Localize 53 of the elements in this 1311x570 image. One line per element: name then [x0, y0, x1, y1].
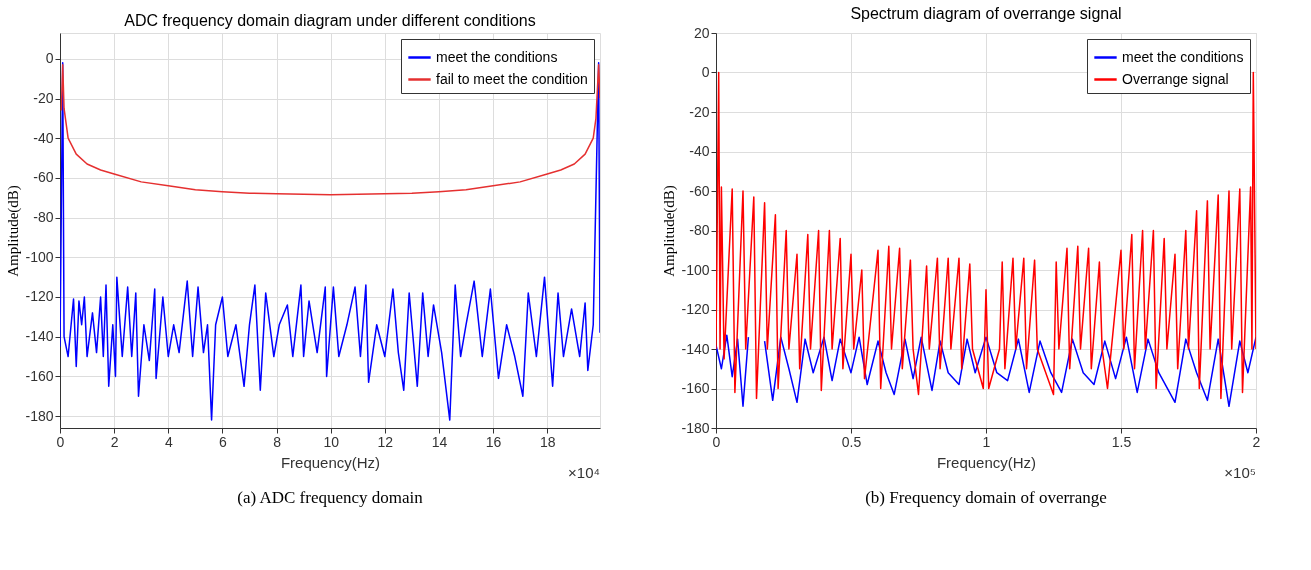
y-tick-label: -120	[25, 288, 54, 305]
text: (b) Frequency domain of overrange	[865, 488, 1107, 507]
y-tick-label: -40	[33, 129, 54, 146]
x-tick-label: 12	[377, 433, 394, 450]
legend-label: Overrange signal	[1122, 70, 1229, 87]
chart-title: ADC frequency domain diagram under different conditions	[124, 12, 536, 29]
line-series	[60, 62, 600, 421]
y-tick-label: -20	[33, 90, 54, 106]
x-tick-label: 0	[56, 433, 65, 450]
line-series	[716, 71, 1256, 400]
y-tick-label: -20	[689, 103, 710, 120]
x-tick-label: 16	[485, 433, 502, 450]
y-tick-label: 0	[45, 50, 54, 67]
legend-label: fail to meet the condition	[436, 70, 588, 87]
y-tick-label: -80	[33, 209, 54, 226]
text: ×10⁴	[568, 464, 600, 481]
text: ×10⁵	[1224, 464, 1256, 481]
x-tick-label: 0.5	[841, 433, 862, 450]
y-tick-label: -40	[689, 143, 710, 159]
y-tick-label: 0	[701, 64, 710, 80]
chart-title: Spectrum diagram of overrange signal	[850, 5, 1122, 22]
y-tick-label: -180	[25, 407, 54, 424]
y-axis-title: Amplitude(dB)	[5, 185, 23, 277]
x-tick-label: 6	[219, 433, 228, 450]
x-axis-title: Frequency(Hz)	[280, 453, 381, 471]
x-tick-label: 0	[712, 433, 721, 450]
y-tick-label: -60	[33, 169, 54, 186]
y-tick-label: -120	[681, 301, 710, 317]
y-tick-label: -160	[681, 380, 710, 396]
x-tick-label: 2	[110, 433, 119, 450]
y-tick-label: 20	[693, 24, 710, 41]
legend-label: meet the conditions	[1122, 48, 1244, 65]
y-tick-label: -160	[25, 367, 54, 384]
y-tick-label: -80	[689, 222, 710, 238]
y-tick-label: -100	[25, 248, 54, 265]
x-tick-label: 8	[273, 433, 282, 450]
x-tick-label: 1	[982, 433, 991, 450]
x-tick-label: 2	[1252, 433, 1261, 450]
y-tick-label: -140	[25, 328, 54, 345]
text: (a) ADC frequency domain	[237, 488, 424, 507]
legend-label: meet the conditions	[436, 48, 558, 65]
x-axis-title: Frequency(Hz)	[936, 453, 1037, 471]
x-tick-label: 4	[164, 433, 173, 450]
x-tick-label: 18	[539, 433, 556, 450]
x-tick-label: 1.5	[1111, 433, 1132, 450]
y-tick-label: -140	[681, 340, 710, 357]
line-series	[60, 64, 600, 196]
x-tick-label: 14	[431, 433, 448, 450]
y-axis-title: Amplitude(dB)	[661, 185, 679, 277]
y-tick-label: -60	[689, 182, 710, 199]
x-tick-label: 10	[323, 433, 340, 450]
y-tick-label: -180	[681, 419, 710, 436]
y-tick-label: -100	[681, 261, 710, 278]
